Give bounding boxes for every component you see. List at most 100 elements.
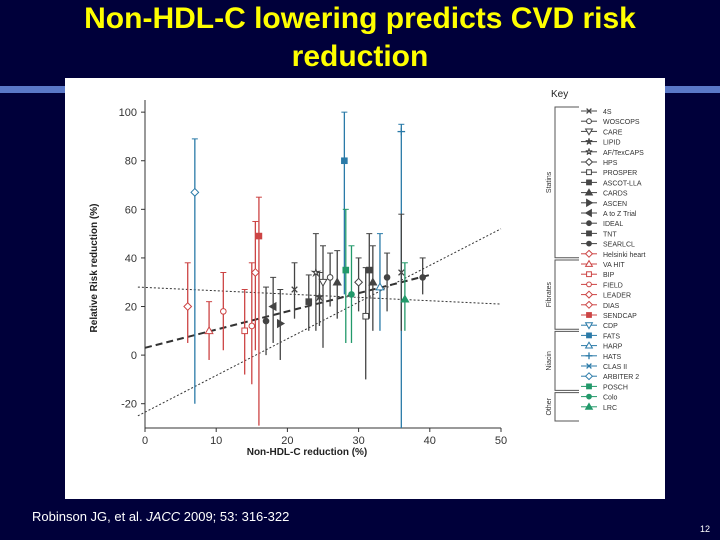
marker-shape [332,277,342,286]
legend-layer: 4S WOSCOPS CARE LIPID AF/TexCAPS HPS PROSPER AS… [546,106,645,422]
legend-marker [584,402,594,410]
marker-shape [400,294,410,303]
legend-label: LIPID [603,140,621,147]
legend-marker [584,322,594,330]
marker-shape [362,312,370,320]
data-point [268,301,277,312]
data-point [397,127,406,136]
legend-label: LRC [603,405,617,412]
x-tick-label: 10 [210,435,222,447]
x-tick-label: 50 [495,435,507,447]
data-point [375,282,385,291]
marker-shape [291,286,298,293]
y-tick-label: 40 [125,253,137,265]
legend-marker [586,393,592,400]
y-tick-label: 0 [131,350,137,362]
marker-shape [268,301,277,312]
marker-shape [586,108,592,114]
legend-marker [586,230,592,237]
marker-shape [586,332,592,339]
legend-label: TNT [603,231,617,238]
data-point [310,266,322,278]
marker-shape [586,271,592,278]
legend-label: BIP [603,272,615,279]
x-tick-label: 30 [352,435,364,447]
marker-shape [585,148,593,155]
marker-shape [584,402,594,410]
data-point [305,298,313,305]
legend-label: CLAS II [603,364,627,371]
data-point [262,317,270,325]
data-point [383,274,391,281]
marker-shape [584,322,594,330]
legend-marker [586,383,592,390]
data-point [341,157,348,165]
legend-label: HATS [603,354,621,361]
marker-shape [255,232,263,240]
marker-shape [584,290,594,299]
legend-marker [586,179,592,186]
data-point [291,286,298,293]
data-point [332,277,342,286]
legend-group-label: Statins [546,171,553,193]
legend-label: A to Z Trial [603,211,637,218]
legend-marker [584,208,592,218]
marker-shape [220,308,227,315]
marker-shape [318,278,328,288]
y-tick-label: 100 [119,107,137,119]
legend-group-bracket [554,392,579,422]
marker-shape [341,157,348,165]
citation-journal: JACC [146,509,181,524]
marker-shape [310,266,322,278]
marker-shape [586,240,592,247]
chart-panel: 0 10 20 30 40 50 -20 0 20 40 60 80 100 4S WOSCOPS CARE… [65,78,665,499]
legend-marker [586,240,592,247]
data-point [255,232,263,240]
data-point [326,274,334,281]
points-layer [183,111,426,428]
marker-shape [313,291,324,302]
legend-label: CDP [603,323,618,330]
marker-shape [190,187,200,197]
legend-label: 4S [603,109,612,116]
y-tick-label: -20 [121,399,137,411]
marker-shape [584,128,594,136]
marker-shape [584,259,594,267]
marker-shape [584,157,594,167]
legend-marker [584,341,594,349]
data-point [318,278,328,288]
marker-shape [276,318,286,329]
legend-marker [586,198,594,208]
data-point [248,322,256,330]
legend-marker [584,188,594,196]
data-point [419,274,426,281]
legend-label: Colo [603,395,618,402]
legend-label: ASCEN [603,201,627,208]
legend-marker [586,169,592,176]
data-point [204,326,214,335]
marker-shape [586,383,592,390]
legend-label: ARBITER 2 [603,374,639,381]
marker-shape [326,274,334,281]
legend-group-label: Fibrates [546,281,553,307]
y-axis-label: Relative Risk reduction (%) [89,204,100,333]
data-point [342,266,350,274]
x-tick-label: 0 [142,435,148,447]
legend-group-label: Niacin [546,351,553,371]
data-point [368,277,378,286]
legend-label: ASCOT-LLA [603,180,642,187]
legend-label: SENDCAP [603,313,637,320]
legend-marker [586,363,592,369]
marker-shape [586,230,592,237]
legend-marker [586,220,592,227]
legend-label: LEADER [603,293,631,300]
legend-label: PROSPER [603,170,637,177]
marker-shape [375,282,385,291]
marker-shape [183,302,193,312]
y-tick-label: 80 [125,156,137,168]
legend-marker [585,352,593,360]
legend-label: SEARLCL [603,242,635,249]
legend-label: HPS [603,160,618,167]
legend-marker [586,312,592,318]
citation-ref: 2009; 53: 316-322 [183,509,290,524]
